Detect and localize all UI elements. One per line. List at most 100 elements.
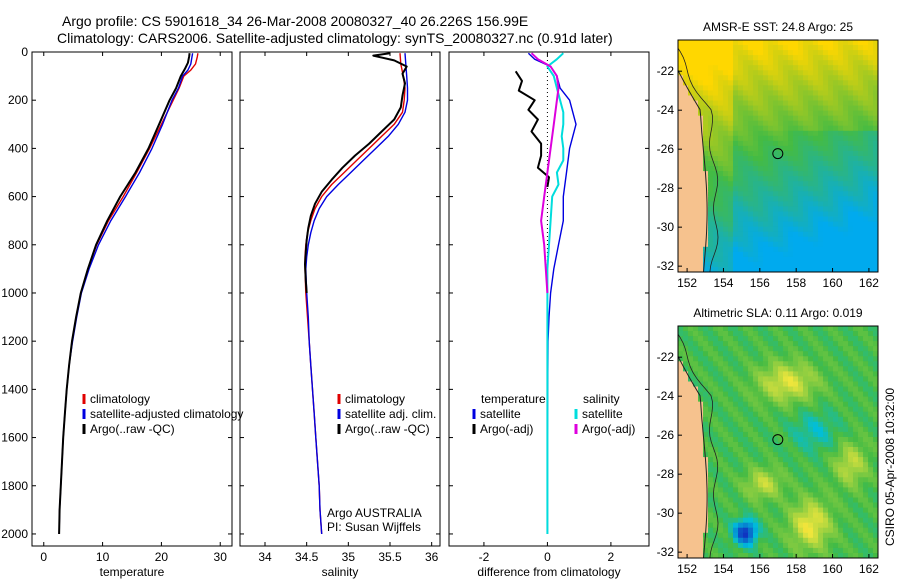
map-cell xyxy=(808,346,814,352)
map-cell xyxy=(733,105,739,112)
map-cell xyxy=(833,477,839,483)
map-cell xyxy=(798,221,804,228)
map-cell xyxy=(768,181,774,187)
map-cell xyxy=(818,462,824,468)
map-cell xyxy=(723,371,729,377)
map-cell xyxy=(858,462,864,468)
map-cell xyxy=(678,467,684,473)
map-cell xyxy=(683,85,689,91)
map-cell xyxy=(793,151,799,157)
map-cell xyxy=(873,90,878,96)
map-cell xyxy=(853,60,859,66)
map-cell xyxy=(763,547,769,554)
map-cell xyxy=(793,452,799,458)
map-cell xyxy=(713,517,719,524)
map-cell xyxy=(718,452,724,458)
map-cell xyxy=(763,527,769,534)
x-tick-label: 34.5 xyxy=(295,550,319,564)
map-cell xyxy=(698,267,704,272)
map-cell xyxy=(798,356,804,362)
map-cell xyxy=(863,156,869,162)
map-cell xyxy=(788,497,794,504)
map-cell xyxy=(828,421,834,428)
map-cell xyxy=(708,110,714,117)
map-cell xyxy=(828,527,834,534)
map-cell xyxy=(858,442,864,448)
map-cell xyxy=(823,70,829,76)
map-cell xyxy=(843,386,849,393)
map-cell xyxy=(838,196,844,202)
map-cell xyxy=(863,477,869,483)
legend-entry: satellite xyxy=(480,407,521,421)
map-cell xyxy=(828,256,834,263)
map-cell xyxy=(713,145,719,152)
x-tick-label: 160 xyxy=(823,562,843,576)
map-cell xyxy=(703,447,709,453)
map-cell xyxy=(823,261,829,268)
map-cell xyxy=(693,171,699,177)
map-cell xyxy=(783,507,789,514)
map-cell xyxy=(833,396,839,403)
map-cell xyxy=(843,261,849,268)
map-cell xyxy=(713,115,719,122)
map-cell xyxy=(763,191,769,197)
map-cell xyxy=(828,341,834,347)
map-cell xyxy=(868,391,874,398)
map-cell xyxy=(783,221,789,228)
map-cell xyxy=(768,196,774,202)
map-cell xyxy=(783,386,789,393)
map-cell xyxy=(703,452,709,458)
map-cell xyxy=(823,517,829,524)
map-cell xyxy=(733,140,739,147)
map-cell xyxy=(778,416,784,423)
map-cell xyxy=(738,416,744,423)
map-cell xyxy=(853,50,859,56)
map-cell xyxy=(718,467,724,473)
map-cell xyxy=(698,186,704,192)
map-cell xyxy=(808,65,814,71)
map-cell xyxy=(783,336,789,342)
map-cell xyxy=(783,421,789,428)
map-cell xyxy=(773,161,779,167)
map-cell xyxy=(733,411,739,418)
map-cell xyxy=(828,130,834,137)
map-cell xyxy=(683,492,689,498)
map-cell xyxy=(873,437,878,443)
map-cell xyxy=(853,331,859,337)
map-cell xyxy=(793,426,799,433)
map-cell xyxy=(718,361,724,367)
map-cell xyxy=(763,145,769,152)
map-cell xyxy=(793,512,799,519)
legend-entry: climatology xyxy=(345,392,405,406)
map-cell xyxy=(798,391,804,398)
map-cell xyxy=(778,115,784,122)
map-cell xyxy=(858,426,864,433)
map-cell xyxy=(763,532,769,539)
map-cell xyxy=(853,532,859,539)
map-cell xyxy=(728,532,734,539)
map-cell xyxy=(773,85,779,91)
map-cell xyxy=(773,151,779,157)
map-cell xyxy=(703,376,709,382)
map-cell xyxy=(703,60,709,66)
map-cell xyxy=(703,553,709,558)
map-cell xyxy=(693,110,699,117)
map-cell xyxy=(813,467,819,473)
map-cell xyxy=(768,75,774,81)
map-cell xyxy=(703,517,709,524)
map-cell xyxy=(763,251,769,258)
map-cell xyxy=(713,396,719,403)
map-cell xyxy=(678,527,684,534)
map-cell xyxy=(863,416,869,423)
map-cell xyxy=(718,532,724,539)
map-cell xyxy=(843,487,849,493)
coastline xyxy=(678,69,708,272)
map-cell xyxy=(833,487,839,493)
map-cell xyxy=(713,542,719,549)
map-cell xyxy=(858,336,864,342)
map-cell xyxy=(773,487,779,493)
map-cell xyxy=(693,226,699,233)
map-cell xyxy=(828,140,834,147)
map-cell xyxy=(698,391,704,398)
map-cell xyxy=(788,140,794,147)
